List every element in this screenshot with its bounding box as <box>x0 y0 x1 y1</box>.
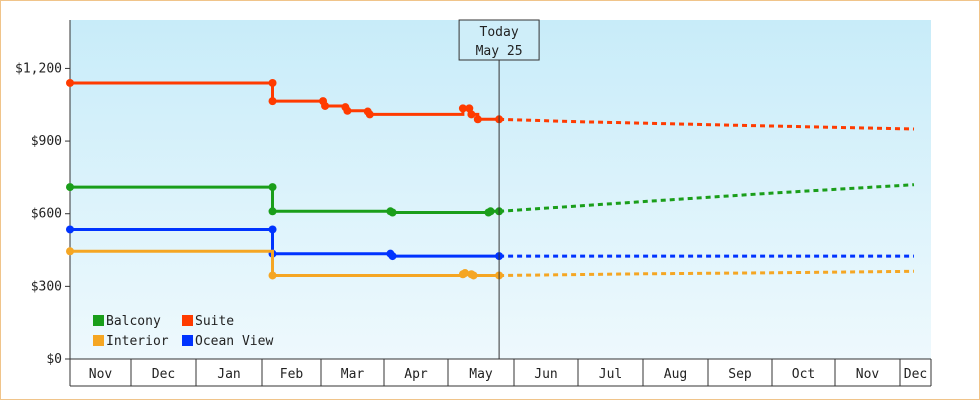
series-suite <box>66 78 915 131</box>
today-date: May 25 <box>476 44 523 59</box>
data-point <box>461 269 470 278</box>
data-point <box>268 207 277 216</box>
x-tick-label: Dec <box>904 367 927 382</box>
legend: Balcony Suite Interior Ocean View <box>93 314 273 349</box>
x-tick-label: Jan <box>217 367 240 382</box>
today-label-box <box>458 19 540 61</box>
data-point <box>388 208 397 217</box>
x-tick-label: Oct <box>792 367 815 382</box>
y-tick-label: $300 <box>31 279 62 294</box>
series-balcony <box>66 183 915 217</box>
y-tick-label: $600 <box>31 207 62 222</box>
data-point <box>66 183 74 192</box>
x-tick-label: Mar <box>341 367 365 382</box>
series-interior <box>66 247 915 280</box>
data-point <box>268 97 277 106</box>
data-point <box>473 115 482 124</box>
today-marker: Today May 25 <box>458 19 540 359</box>
legend-label: Suite <box>195 314 234 329</box>
data-point <box>458 104 467 113</box>
legend-swatch <box>93 315 104 326</box>
x-tick-label: May <box>469 367 493 382</box>
data-point <box>343 106 352 115</box>
data-point <box>469 271 478 280</box>
data-point <box>486 207 495 216</box>
data-point <box>268 183 277 192</box>
data-point <box>66 225 74 234</box>
series-forecast-line <box>498 183 915 213</box>
legend-label: Balcony <box>106 314 161 329</box>
data-point <box>365 110 374 119</box>
y-tick-label: $900 <box>31 134 62 149</box>
y-axis: $0 $300 $600 $900 $1,200 <box>15 20 71 386</box>
legend-swatch <box>93 335 104 346</box>
y-tick-label: $0 <box>46 352 62 367</box>
x-tick-label: Dec <box>152 367 175 382</box>
data-point <box>268 271 277 280</box>
legend-swatch <box>182 335 193 346</box>
data-point <box>66 247 74 256</box>
plot-background <box>70 20 931 359</box>
data-point <box>268 78 277 87</box>
series-layer <box>66 78 915 280</box>
series-history-line <box>70 228 500 258</box>
legend-label: Ocean View <box>195 334 273 349</box>
legend-label: Interior <box>106 334 169 349</box>
x-tick-label: Nov <box>856 367 880 382</box>
x-axis: Nov Dec Jan Feb Mar Apr May Jun Jul Aug Sep Oct Nov D… <box>70 358 932 387</box>
series-forecast-line <box>499 117 915 131</box>
data-point <box>268 225 277 234</box>
data-point <box>388 252 397 261</box>
y-tick-label: $1,200 <box>15 61 62 76</box>
x-tick-label: Jun <box>534 367 557 382</box>
data-point <box>66 78 74 87</box>
x-tick-label: Nov <box>89 367 113 382</box>
legend-swatch <box>182 315 193 326</box>
data-point <box>321 101 330 110</box>
x-tick-label: Jul <box>599 367 622 382</box>
data-point <box>465 104 474 113</box>
x-tick-label: Aug <box>664 367 687 382</box>
x-tick-label: Sep <box>728 367 752 382</box>
series-forecast-line <box>499 269 915 277</box>
x-tick-label: Apr <box>404 367 428 382</box>
today-label: Today <box>480 25 519 40</box>
x-tick-label: Feb <box>280 367 304 382</box>
data-point <box>467 110 476 119</box>
